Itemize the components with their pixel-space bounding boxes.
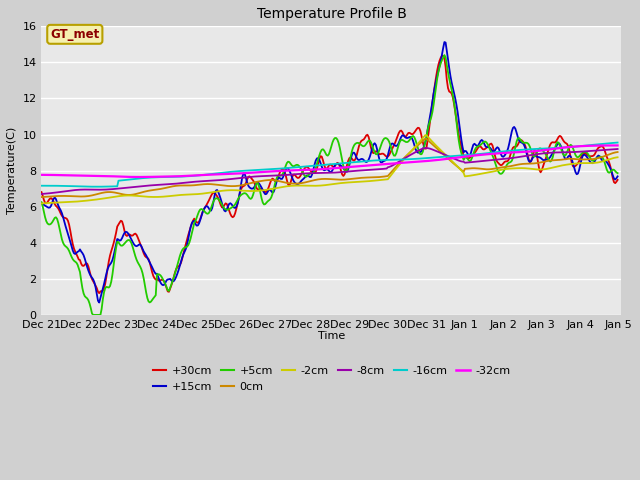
X-axis label: Time: Time — [318, 331, 345, 341]
Title: Temperature Profile B: Temperature Profile B — [257, 7, 406, 21]
Y-axis label: Temperature(C): Temperature(C) — [7, 127, 17, 214]
Text: GT_met: GT_met — [50, 28, 99, 41]
Legend: +30cm, +15cm, +5cm, 0cm, -2cm, -8cm, -16cm, -32cm: +30cm, +15cm, +5cm, 0cm, -2cm, -8cm, -16… — [148, 361, 515, 396]
